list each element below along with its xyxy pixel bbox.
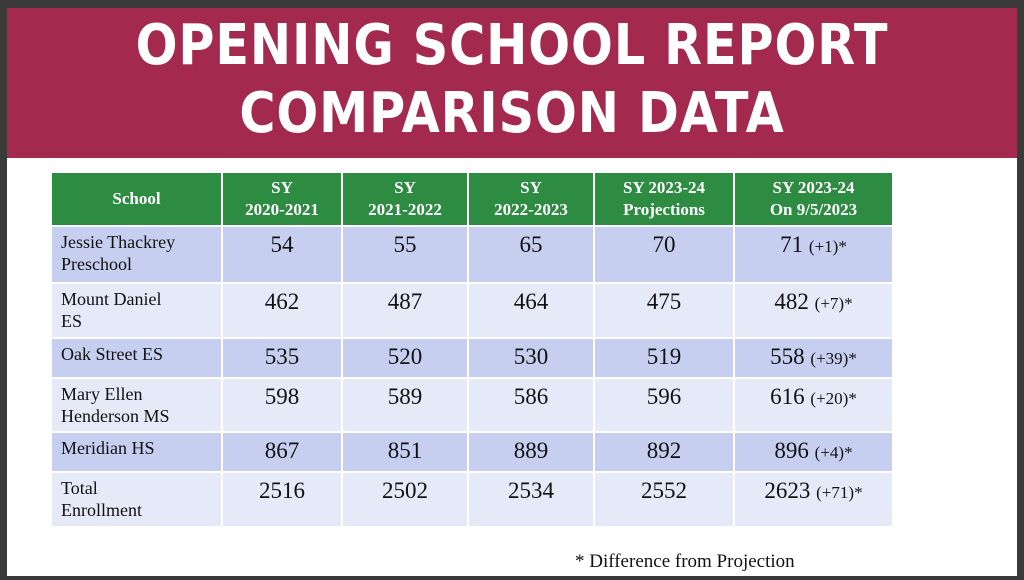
footnote: * Difference from Projection — [575, 551, 795, 572]
value-projection: 70 — [593, 225, 735, 284]
value-2021-2022: 589 — [341, 377, 469, 433]
value-2022-2023: 586 — [467, 377, 595, 433]
value-projection: 892 — [593, 431, 735, 473]
difference: (+20)* — [810, 389, 857, 408]
value-2022-2023: 65 — [467, 225, 595, 284]
value-actual: 482 (+7)* — [733, 282, 894, 339]
value-2021-2022: 487 — [341, 282, 469, 339]
value-2022-2023: 530 — [467, 337, 595, 379]
value-2021-2022: 851 — [341, 431, 469, 473]
value-2021-2022: 520 — [341, 337, 469, 379]
difference: (+4)* — [814, 443, 853, 462]
title-line-2: COMPARISON DATA — [239, 81, 785, 146]
value-2020-2021: 535 — [221, 337, 343, 379]
value-2022-2023: 464 — [467, 282, 595, 339]
difference: (+1)* — [808, 237, 847, 256]
value-2020-2021: 867 — [221, 431, 343, 473]
school-name: Oak Street ES — [50, 337, 223, 379]
header-sy-2021-2022: SY 2021-2022 — [341, 171, 469, 227]
value-actual: 71 (+1)* — [733, 225, 894, 284]
header-sy-2022-2023: SY 2022-2023 — [467, 171, 595, 227]
title-line-1: OPENING SCHOOL REPORT — [135, 13, 889, 78]
value-2020-2021: 462 — [221, 282, 343, 339]
value-2020-2021: 598 — [221, 377, 343, 433]
difference: (+7)* — [814, 294, 853, 313]
school-name: Jessie Thackrey Preschool — [50, 225, 223, 284]
header-projections: SY 2023-24 Projections — [593, 171, 735, 227]
difference: (+71)* — [816, 483, 863, 502]
enrollment-table: School SY 2020-2021 SY 2021-2022 SY 2022-20… — [50, 171, 894, 528]
value-actual: 2623 (+71)* — [733, 471, 894, 528]
difference: (+39)* — [810, 349, 857, 368]
table-row: Mount Daniel ES 462 487 464 475 482 (+7)* — [50, 282, 894, 339]
value-projection: 519 — [593, 337, 735, 379]
value-actual: 896 (+4)* — [733, 431, 894, 473]
table-row: Meridian HS 867 851 889 892 896 (+4)* — [50, 431, 894, 473]
value-2022-2023: 2534 — [467, 471, 595, 528]
value-2021-2022: 55 — [341, 225, 469, 284]
value-2021-2022: 2502 — [341, 471, 469, 528]
header-sy-2020-2021: SY 2020-2021 — [221, 171, 343, 227]
table-header-row: School SY 2020-2021 SY 2021-2022 SY 2022-20… — [50, 171, 894, 227]
value-projection: 596 — [593, 377, 735, 433]
title-banner: OPENING SCHOOL REPORT COMPARISON DATA — [7, 8, 1017, 158]
header-on-date: SY 2023-24 On 9/5/2023 — [733, 171, 894, 227]
school-name: Mary Ellen Henderson MS — [50, 377, 223, 433]
table-row: Oak Street ES 535 520 530 519 558 (+39)* — [50, 337, 894, 379]
slide: OPENING SCHOOL REPORT COMPARISON DATA Sc… — [7, 8, 1017, 576]
school-name: Meridian HS — [50, 431, 223, 473]
value-projection: 2552 — [593, 471, 735, 528]
table-row: Jessie Thackrey Preschool 54 55 65 70 71 … — [50, 225, 894, 284]
value-actual: 558 (+39)* — [733, 337, 894, 379]
header-school: School — [50, 171, 223, 227]
value-2020-2021: 2516 — [221, 471, 343, 528]
school-name: Total Enrollment — [50, 471, 223, 528]
table-row: Total Enrollment 2516 2502 2534 2552 2623… — [50, 471, 894, 528]
table-row: Mary Ellen Henderson MS 598 589 586 596 6… — [50, 377, 894, 433]
school-name: Mount Daniel ES — [50, 282, 223, 339]
value-2022-2023: 889 — [467, 431, 595, 473]
value-projection: 475 — [593, 282, 735, 339]
value-2020-2021: 54 — [221, 225, 343, 284]
value-actual: 616 (+20)* — [733, 377, 894, 433]
